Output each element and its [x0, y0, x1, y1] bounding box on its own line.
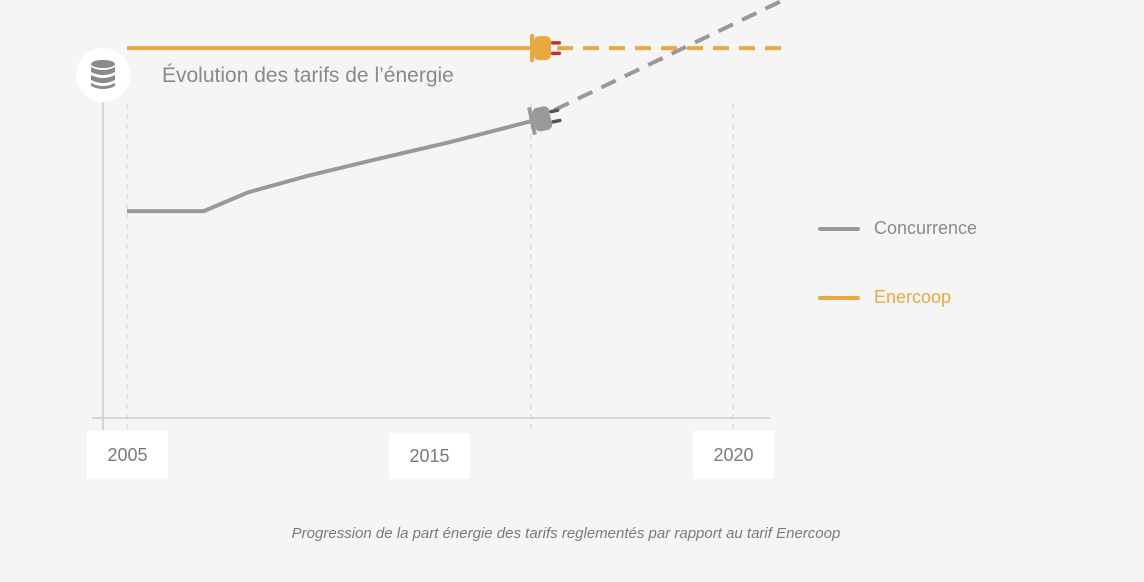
- series-projection-concurrence: [530, 0, 785, 124]
- chart-caption: Progression de la part énergie des tarif…: [291, 525, 841, 542]
- x-tick-label-2020: 2020: [693, 431, 774, 479]
- plug-icon-enercoop: [530, 34, 561, 63]
- chart-title: Évolution des tarifs de l’énergie: [162, 64, 454, 87]
- x-tick-label-2005: 2005: [87, 431, 168, 479]
- series-line-concurrence: [127, 119, 532, 214]
- legend-item-enercoop: Enercoop: [818, 287, 951, 308]
- legend-swatch-enercoop: [818, 295, 860, 300]
- legend-swatch-concurrence: [818, 226, 860, 231]
- legend-item-concurrence: Concurrence: [818, 218, 977, 239]
- x-tick-label-2015: 2015: [389, 433, 470, 479]
- legend-label-concurrence: Concurrence: [874, 218, 978, 238]
- plug-icon-concurrence: [527, 106, 562, 135]
- legend-label-enercoop: Enercoop: [874, 287, 952, 307]
- database-icon: [76, 48, 130, 102]
